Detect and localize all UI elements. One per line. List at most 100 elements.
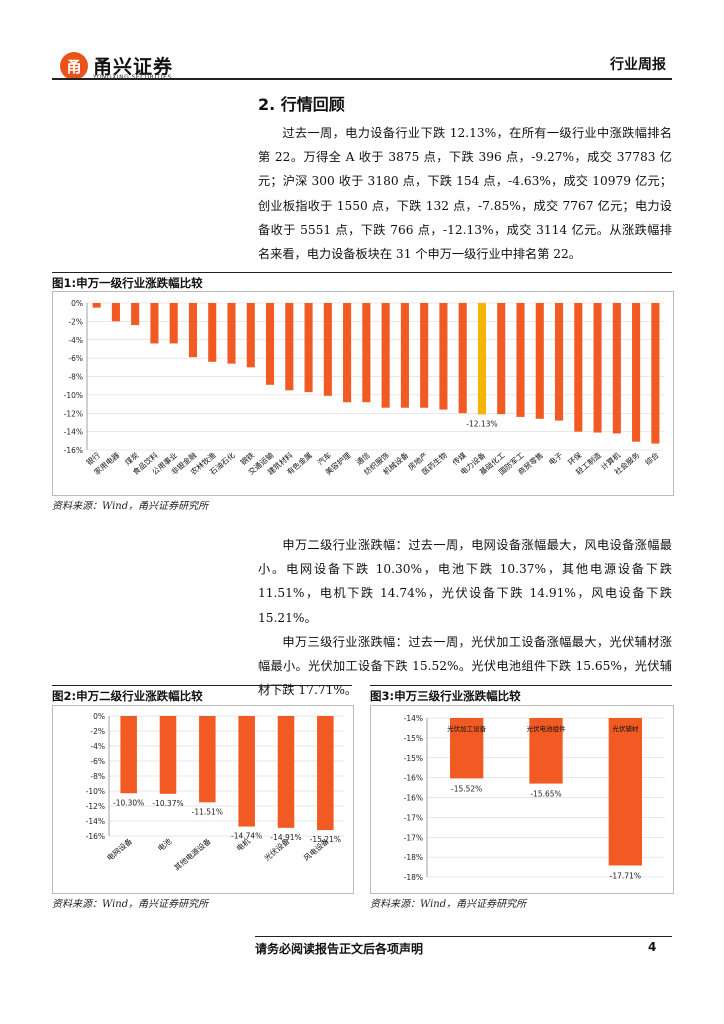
bar	[362, 303, 371, 403]
bar	[439, 303, 448, 410]
data-label: -17.71%	[610, 871, 641, 880]
bar	[593, 303, 602, 433]
bar	[554, 303, 564, 421]
bar	[420, 303, 429, 408]
y-tick-label: -15%	[404, 754, 423, 763]
y-tick-label: 0%	[93, 712, 105, 721]
bar	[285, 303, 294, 391]
intro-paragraph: 过去一周，电力设备行业下跌 12.13%，在所有一级行业中涨跌幅排名第 22。万…	[258, 121, 672, 266]
bar	[343, 303, 352, 403]
y-tick-label: -2%	[68, 317, 83, 326]
figure3-frame: -14% -15% -15% -16% -16% -17% -17% -18% -18% -15.…	[370, 705, 674, 894]
y-tick-label: -16%	[404, 774, 423, 783]
x-tick-label: 光伏加工设备	[447, 724, 487, 733]
data-label: -14.74%	[231, 832, 262, 841]
data-label: -15.52%	[451, 784, 482, 793]
figure2-title: 图2:申万二级行业涨跌幅比较	[52, 689, 203, 703]
y-tick-label: -2%	[90, 727, 105, 736]
bar	[450, 718, 484, 779]
logo-text: 甬兴证券	[93, 56, 174, 78]
y-tick-label: -8%	[68, 373, 83, 382]
data-label: -12.13%	[466, 419, 497, 428]
bar	[477, 303, 487, 415]
bar	[529, 718, 563, 784]
bar	[651, 303, 660, 444]
figure-rule	[52, 272, 672, 273]
bar	[227, 303, 236, 364]
report-type: 行业周报	[610, 57, 666, 73]
footer-disclaimer: 请务必阅读报告正文后各项声明	[255, 942, 424, 956]
bar	[574, 303, 583, 432]
bar	[516, 303, 525, 417]
bar	[208, 303, 217, 362]
paragraph-text: 申万二级行业涨跌幅：过去一周，电网设备涨幅最大，风电设备涨幅最小。电网设备下跌 …	[258, 538, 672, 625]
page-number: 4	[648, 940, 657, 954]
bar	[323, 303, 332, 396]
paragraph-text: 申万三级行业涨跌幅：过去一周，光伏加工设备涨幅最大，光伏辅材涨幅最小。光伏加工设…	[258, 634, 672, 698]
x-tick-label: 电子	[546, 450, 564, 468]
figure3-source: 资料来源：Wind，甬兴证券研究所	[370, 899, 527, 910]
figure1-frame: 0% -2% -4% -6% -8% -10% -12% -14% -16% 银行 家用电器 煤炭 食品…	[52, 291, 674, 496]
data-label: -15.21%	[310, 835, 341, 844]
bar	[632, 303, 641, 442]
x-tick-label: 电网设备	[105, 836, 135, 863]
y-tick-label: -18%	[404, 873, 423, 882]
x-tick-label: 电池	[155, 836, 173, 854]
data-label: -15.65%	[530, 790, 561, 799]
bar	[246, 303, 255, 368]
data-label: -11.51%	[192, 807, 223, 816]
logo-icon: 甬	[60, 52, 88, 80]
x-tick-label: 综合	[643, 450, 661, 468]
bar	[497, 303, 506, 415]
figure3-chart: -14% -15% -15% -16% -16% -17% -17% -18% -18% -15.…	[404, 714, 665, 882]
y-tick-label: -15%	[404, 734, 423, 743]
y-tick-label: -14%	[86, 817, 105, 826]
bar	[159, 716, 177, 794]
x-tick-label: 光伏辅材	[612, 724, 639, 733]
sub-industry-paragraphs: 申万二级行业涨跌幅：过去一周，电网设备涨幅最大，风电设备涨幅最小。电网设备下跌 …	[258, 533, 672, 702]
y-tick-label: -10%	[64, 391, 83, 400]
bar	[131, 303, 140, 326]
bar	[458, 303, 467, 414]
x-tick-label: 光伏电池组件	[527, 724, 567, 733]
bar	[535, 303, 544, 419]
y-tick-label: -10%	[86, 787, 105, 796]
figure1-source: 资料来源：Wind，甬兴证券研究所	[52, 501, 209, 512]
bar	[238, 716, 255, 827]
y-tick-label: -16%	[86, 832, 105, 841]
y-tick-label: -6%	[68, 354, 83, 363]
figure1-title: 图1:申万一级行业涨跌幅比较	[52, 276, 203, 290]
paragraph-text: 过去一周，电力设备行业下跌 12.13%，在所有一级行业中涨跌幅排名第 22。万…	[258, 126, 672, 262]
logo-subtext: YONGXING SECURITIES	[93, 74, 172, 81]
bar	[188, 303, 198, 358]
bar	[111, 303, 120, 322]
figure2-source: 资料来源：Wind，甬兴证券研究所	[52, 899, 209, 910]
y-tick-label: -17%	[404, 833, 423, 842]
figure3-title: 图3:申万三级行业涨跌幅比较	[370, 689, 521, 703]
header-rule	[52, 78, 672, 80]
bar	[304, 303, 313, 393]
y-tick-label: -14%	[64, 428, 83, 437]
bar	[169, 303, 178, 344]
section-title: 2. 行情回顾	[258, 95, 345, 114]
bar	[612, 303, 621, 434]
bar	[608, 718, 642, 866]
bar	[277, 716, 295, 828]
figure2-frame: 0% -2% -4% -6% -8% -10% -12% -14% -16% -10.30% 电网设…	[52, 705, 354, 894]
y-tick-label: -4%	[68, 336, 83, 345]
y-tick-label: -14%	[404, 714, 423, 723]
footer-rule	[255, 936, 672, 937]
bar	[92, 303, 101, 308]
y-tick-label: -16%	[64, 446, 83, 455]
y-tick-label: -16%	[404, 794, 423, 803]
bar	[120, 716, 137, 794]
y-tick-label: -12%	[86, 802, 105, 811]
bar	[150, 303, 159, 344]
y-tick-label: -17%	[404, 813, 423, 822]
data-label: -10.30%	[113, 798, 144, 807]
figure-rule	[370, 685, 672, 686]
y-tick-label: -12%	[64, 409, 83, 418]
bar	[265, 303, 275, 385]
bar	[199, 716, 216, 803]
